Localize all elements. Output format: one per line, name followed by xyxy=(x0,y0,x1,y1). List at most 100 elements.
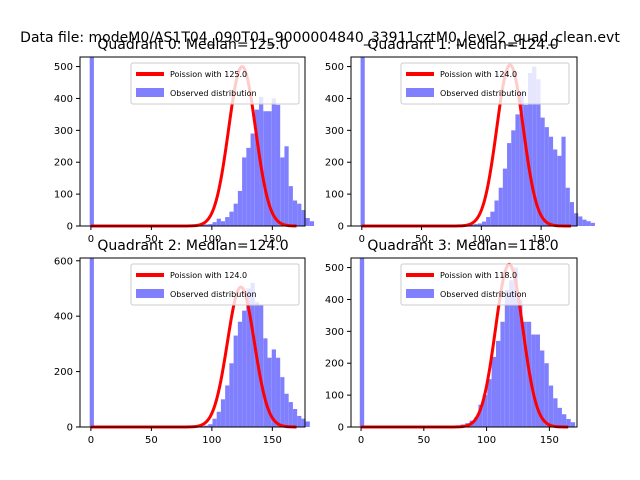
histogram-bar xyxy=(544,127,549,226)
legend-observed-label: Observed distribution xyxy=(170,290,257,299)
histogram-bars xyxy=(360,57,595,227)
y-tick-label: 200 xyxy=(325,158,344,169)
histogram-bar xyxy=(297,415,302,427)
x-tick-label: 150 xyxy=(263,435,282,446)
legend-observed-label: Observed distribution xyxy=(170,89,257,98)
y-tick-label: 200 xyxy=(54,367,73,378)
legend-frame xyxy=(400,62,570,105)
histogram-bar xyxy=(532,66,537,226)
y-tick-label: 600 xyxy=(54,256,73,267)
x-tick-label: 150 xyxy=(263,234,282,245)
histogram-bar xyxy=(305,218,310,226)
histogram-bar xyxy=(548,385,554,427)
legend: Poission with 125.0 Observed distributio… xyxy=(130,62,300,105)
y-tick-label: 400 xyxy=(54,94,73,105)
x-tick-label: 50 xyxy=(417,435,430,446)
histogram-bar xyxy=(216,218,221,226)
histogram-bar xyxy=(544,363,549,427)
quadrant-title: Quadrant 0: Median=125.0 xyxy=(97,37,288,53)
histogram-bar xyxy=(288,402,293,427)
histogram-bar xyxy=(486,217,491,226)
histogram-bar xyxy=(487,379,492,427)
legend-observed-label: Observed distribution xyxy=(440,290,527,299)
histogram-bar xyxy=(309,221,315,226)
legend-poisson-label: Poission with 124.0 xyxy=(170,271,247,280)
histogram-bar xyxy=(271,349,276,427)
histogram-bar xyxy=(271,98,276,226)
histogram-bar xyxy=(522,321,527,427)
x-tick-label: 50 xyxy=(415,234,428,245)
histogram-bar xyxy=(280,157,285,226)
quadrant-title: Quadrant 3: Median=118.0 xyxy=(367,238,558,254)
histogram-bar xyxy=(280,377,285,427)
x-tick-label: 0 xyxy=(359,234,365,245)
histogram-bar xyxy=(500,321,505,427)
quadrant-2-chart: Quadrant 2: Median=124.0 Poission with 1… xyxy=(54,238,310,446)
histogram-bar xyxy=(292,200,298,226)
histogram-bar xyxy=(250,282,255,427)
histogram-bar xyxy=(507,143,512,226)
histogram-bar xyxy=(561,136,566,226)
histogram-bar xyxy=(267,111,272,226)
y-tick-label: 0 xyxy=(338,222,344,233)
histogram-bar xyxy=(557,155,562,226)
histogram-bar xyxy=(509,280,514,427)
histogram-bar xyxy=(89,57,94,226)
legend-observed-swatch xyxy=(136,88,164,97)
y-tick-label: 400 xyxy=(325,295,344,306)
histogram-bar xyxy=(490,211,495,226)
histogram-bar xyxy=(513,267,518,427)
y-tick-label: 300 xyxy=(325,126,344,137)
legend-observed-swatch xyxy=(136,289,164,298)
histogram-bar xyxy=(208,224,213,226)
axes-frame xyxy=(350,257,578,428)
histogram-bar xyxy=(539,350,545,427)
legend-observed-swatch xyxy=(406,88,434,97)
histogram-bar xyxy=(359,258,365,427)
quadrant-title: Quadrant 2: Median=124.0 xyxy=(97,238,288,254)
y-tick-label: 0 xyxy=(67,222,73,233)
x-tick-label: 0 xyxy=(88,234,94,245)
histogram-bar xyxy=(582,219,587,226)
histogram-bar xyxy=(535,334,540,427)
y-tick-label: 200 xyxy=(54,158,73,169)
histogram-bar xyxy=(481,221,487,226)
y-tick-label: 100 xyxy=(54,190,73,201)
y-tick-label: 0 xyxy=(338,423,344,434)
legend-observed-label: Observed distribution xyxy=(440,89,527,98)
histogram-bar xyxy=(517,299,523,427)
histogram-bar xyxy=(203,425,209,427)
histogram-bar xyxy=(233,203,238,226)
histogram-bar xyxy=(474,417,479,427)
histogram-bar xyxy=(574,213,579,226)
legend: Poission with 118.0 Observed distributio… xyxy=(400,263,570,306)
histogram-bar xyxy=(292,408,298,427)
histogram-bar xyxy=(569,202,575,226)
quadrant-title: Quadrant 1: Median=124.0 xyxy=(367,37,558,53)
quadrant-0-chart: Quadrant 0: Median=125.0 Poission with 1… xyxy=(54,37,315,245)
histogram-bar xyxy=(523,104,528,226)
histogram-bar xyxy=(498,187,503,226)
histogram-bar xyxy=(548,136,554,226)
y-tick-label: 200 xyxy=(325,359,344,370)
histogram-bar xyxy=(275,104,281,226)
y-tick-label: 0 xyxy=(67,423,73,434)
x-tick-label: 150 xyxy=(540,435,559,446)
histogram-bar xyxy=(229,363,234,427)
histogram-bar xyxy=(203,224,209,226)
histogram-bar xyxy=(237,190,243,226)
y-tick-label: 500 xyxy=(325,263,344,274)
histogram-bar xyxy=(553,398,558,427)
histogram-bar xyxy=(578,216,583,226)
histogram-bar xyxy=(212,222,217,226)
histogram-bars xyxy=(89,57,315,226)
y-tick-label: 400 xyxy=(325,94,344,105)
histogram-bar xyxy=(561,414,567,427)
legend: Poission with 124.0 Observed distributio… xyxy=(130,263,300,306)
histogram-bar xyxy=(477,223,482,226)
histogram-bar xyxy=(237,321,243,427)
y-tick-label: 300 xyxy=(325,327,344,338)
histogram-bar xyxy=(565,187,570,226)
histogram-bar xyxy=(527,72,533,227)
